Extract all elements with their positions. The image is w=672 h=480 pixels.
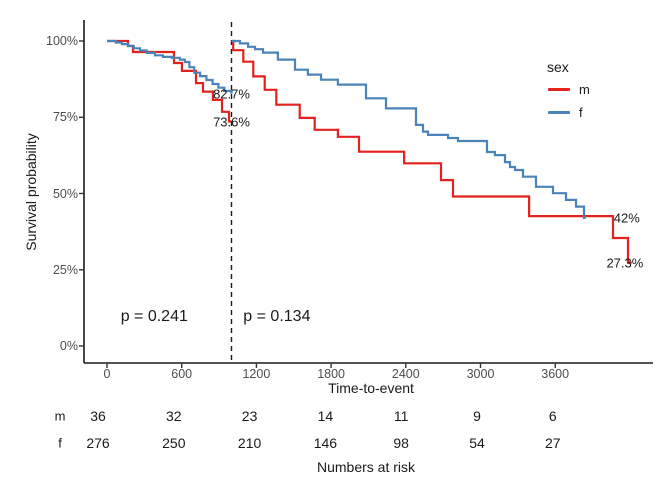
y-tick-label: 50% — [52, 186, 78, 201]
x-tick-label: 1800 — [317, 367, 345, 381]
risk-count-f-1200: 210 — [237, 435, 262, 451]
risk-count-f-1800: 146 — [313, 435, 338, 451]
risk-count-f-3600: 27 — [545, 435, 561, 451]
annotation-landmark-f: 82.7% — [213, 86, 250, 102]
annotation-final-m: 27.3% — [606, 255, 644, 271]
legend-swatch-m — [548, 88, 570, 91]
km-curve-f — [107, 39, 233, 94]
risk-count-m-2400: 11 — [393, 408, 409, 424]
y-tick-label: 25% — [52, 262, 78, 277]
x-tick-label: 2400 — [391, 367, 420, 381]
annotation-p-left: p = 0.241 — [120, 308, 188, 325]
risk-count-f-3000: 54 — [469, 435, 485, 451]
x-tick-label: 3600 — [541, 367, 570, 381]
legend-label-f: f — [579, 105, 583, 120]
km-curve-m — [231, 39, 632, 264]
risk-count-m-1800: 14 — [317, 408, 334, 424]
y-tick-label: 0% — [59, 339, 78, 353]
annotation-p-right: p = 0.134 — [243, 308, 311, 325]
legend-item-m: m — [548, 82, 590, 97]
risk-count-m-3600: 6 — [548, 408, 557, 424]
x-tick-label: 600 — [171, 367, 193, 381]
annotation-final-f: 42% — [613, 210, 640, 226]
risk-count-m-3000: 9 — [473, 408, 481, 424]
risk-count-f-2400: 98 — [393, 435, 409, 451]
risk-row-label-m: m — [54, 408, 66, 424]
y-tick-label: 75% — [52, 110, 78, 125]
x-axis-title: Time-to-event — [328, 380, 414, 396]
legend-item-f: f — [548, 105, 583, 120]
legend-title: sex — [547, 59, 569, 75]
y-tick-label: 100% — [46, 34, 78, 48]
x-tick-label: 3000 — [466, 367, 495, 381]
y-axis-title: Survival probability — [23, 133, 39, 251]
risk-count-m-600: 32 — [166, 408, 182, 424]
legend-swatch-f — [548, 111, 570, 114]
x-tick-label: 0 — [103, 367, 111, 381]
x-tick-label: 1200 — [242, 367, 271, 381]
risk-count-m-1200: 23 — [241, 408, 258, 424]
legend-label-m: m — [579, 82, 590, 97]
risk-row-label-f: f — [58, 435, 62, 451]
annotation-landmark-m: 73.6% — [213, 114, 250, 129]
risk-count-m-0: 36 — [90, 408, 106, 424]
km-curve-f — [231, 39, 586, 219]
risk-count-f-600: 250 — [162, 435, 186, 451]
risk-table-caption: Numbers at risk — [316, 459, 416, 475]
risk-count-f-0: 276 — [86, 435, 110, 451]
